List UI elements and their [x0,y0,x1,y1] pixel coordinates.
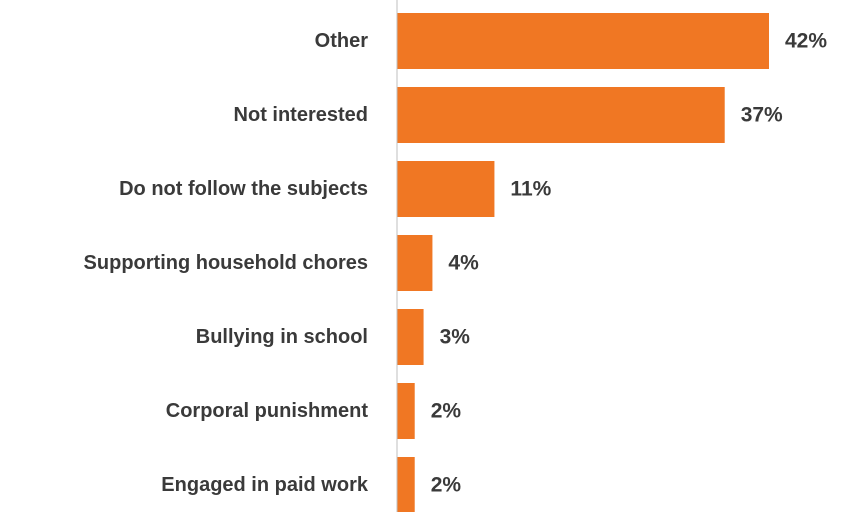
value-label-bullying-in-school: 3% [440,326,471,349]
bar-corporal-punishment [397,383,415,439]
category-labels-group: Other Not interested Do not follow the sub… [84,30,369,496]
value-labels-group: 42% 37% 11% 4% 3% 2% 2% [431,30,828,497]
bar-do-not-follow-the-subjects [397,161,495,217]
category-label-supporting-household-chores: Supporting household chores [84,252,368,274]
bars-group [397,13,769,512]
category-label-corporal-punishment: Corporal punishment [166,400,369,422]
category-label-engaged-in-paid-work: Engaged in paid work [161,474,369,496]
category-label-other: Other [315,30,369,52]
bar-engaged-in-paid-work [397,457,415,512]
value-label-do-not-follow-the-subjects: 11% [510,178,551,201]
bar-not-interested [397,87,725,143]
value-label-engaged-in-paid-work: 2% [431,474,462,497]
value-label-other: 42% [785,30,827,53]
category-label-bullying-in-school: Bullying in school [196,326,368,348]
value-label-corporal-punishment: 2% [431,400,462,423]
bar-bullying-in-school [397,309,424,365]
value-label-not-interested: 37% [741,104,783,127]
bar-supporting-household-chores [397,235,433,291]
category-label-do-not-follow-the-subjects: Do not follow the subjects [119,178,368,200]
bar-other [397,13,769,69]
category-label-not-interested: Not interested [234,104,368,126]
value-label-supporting-household-chores: 4% [448,252,479,275]
